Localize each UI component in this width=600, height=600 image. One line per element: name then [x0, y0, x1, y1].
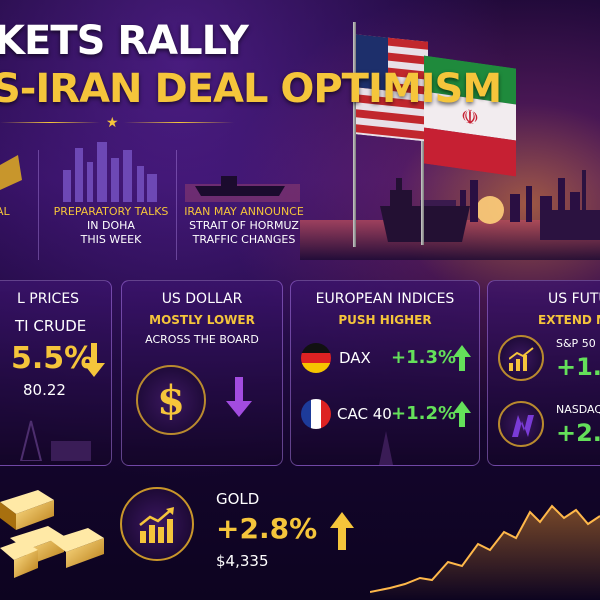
gold-label: GOLD [216, 490, 260, 508]
iran-flag-icon: ☫ [424, 55, 516, 177]
europe-sub: PUSH HIGHER [338, 313, 432, 327]
divider [176, 150, 177, 260]
usd-card-title: US DOLLAR [161, 291, 243, 307]
germany-flag-icon [301, 343, 331, 373]
divider [38, 150, 39, 260]
divider [0, 122, 100, 123]
usa-flag-icon [356, 34, 428, 142]
story-3: IRAN MAY ANNOUNCE STRAIT OF HORMUZ TRAFF… [180, 205, 308, 247]
european-indices-card: EUROPEAN INDICES PUSH HIGHER DAX +1.3% C… [290, 280, 480, 466]
story-2: PREPARATORY TALKS IN DOHA THIS WEEK [44, 205, 178, 247]
sp500-change: +1.3 [556, 353, 600, 381]
cac40-label: CAC 40 [337, 405, 392, 423]
up-arrow-icon [453, 345, 471, 371]
oil-label: TI CRUDE [15, 317, 87, 335]
nasdaq-change: +2.1 [556, 419, 600, 447]
us-futures-card: US FUTU EXTEND MO S&P 50 +1.3 NASDAQ +2.… [487, 280, 600, 466]
dollar-icon: $ [136, 365, 206, 435]
us-dollar-card: US DOLLAR MOSTLY LOWER ACROSS THE BOARD … [121, 280, 283, 466]
oil-change: 5.5% [11, 341, 95, 376]
oil-prices-card: L PRICES TI CRUDE 5.5% 80.22 [0, 280, 112, 466]
oil-rig-icon [19, 420, 91, 461]
nasdaq-logo-icon [498, 401, 544, 447]
story-3-line-2: STRAIT OF HORMUZ [189, 219, 299, 232]
story-1: AL [0, 205, 10, 219]
gold-bars-illustration [0, 490, 104, 578]
flag-pole [421, 45, 424, 245]
europe-card-title: EUROPEAN INDICES [315, 291, 455, 307]
dax-label: DAX [339, 349, 371, 367]
story-3-line-1: IRAN MAY ANNOUNCE [184, 205, 304, 218]
svg-text:☫: ☫ [461, 104, 479, 130]
gold-chart-icon [120, 487, 194, 561]
story-2-line-1: PREPARATORY TALKS [53, 205, 169, 218]
story-3-line-3: TRAFFIC CHANGES [192, 233, 296, 246]
sp500-label: S&P 50 [556, 337, 596, 350]
dax-change: +1.3% [391, 347, 457, 368]
down-arrow-icon [83, 343, 105, 377]
up-arrow-icon [330, 512, 354, 550]
story-1-line-1: AL [0, 205, 10, 218]
chart-up-icon [498, 335, 544, 381]
usd-note: ACROSS THE BOARD [145, 333, 259, 346]
up-arrow-icon [453, 401, 471, 427]
france-flag-icon [301, 399, 331, 429]
tanker-ship [380, 178, 470, 242]
cac40-change: +1.2% [391, 403, 457, 424]
doha-skyline-icon [63, 142, 157, 202]
headline-line-2: S-IRAN DEAL OPTIMISM [0, 66, 502, 112]
flag-pole [353, 22, 356, 247]
oil-price: 80.22 [23, 381, 66, 399]
down-arrow-icon [226, 377, 252, 417]
divider [124, 122, 234, 123]
usd-sub: MOSTLY LOWER [149, 313, 255, 327]
gold-price-trend-line [370, 504, 600, 600]
harbor-skyline-illustration [300, 170, 600, 260]
gold-bar-icon [0, 155, 22, 190]
story-2-line-2: IN DOHA [87, 219, 135, 232]
eiffel-tower-icon [379, 431, 393, 465]
story-2-line-3: THIS WEEK [80, 233, 142, 246]
oil-card-title: L PRICES [17, 291, 80, 307]
gold-change: +2.8% [216, 512, 318, 545]
futures-sub: EXTEND MO [538, 313, 600, 327]
futures-card-title: US FUTU [548, 291, 600, 307]
headline-line-1: KETS RALLY [0, 18, 249, 64]
gold-price: $4,335 [216, 552, 269, 570]
star-icon: ★ [106, 114, 119, 130]
nasdaq-label: NASDAQ [556, 403, 600, 416]
strait-ship-icon [185, 176, 300, 202]
